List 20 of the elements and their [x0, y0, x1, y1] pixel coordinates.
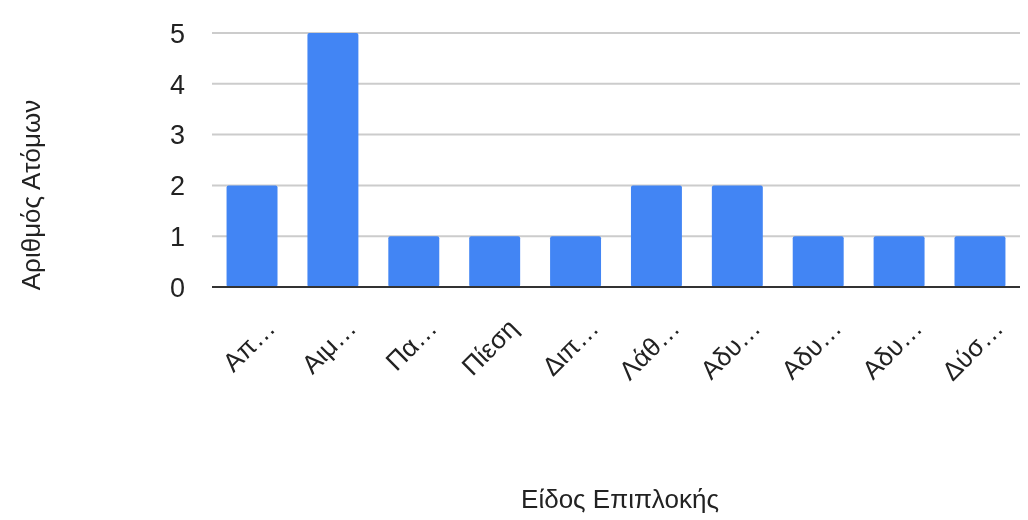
bar	[954, 236, 1006, 287]
bar	[792, 236, 844, 287]
bar	[226, 185, 278, 287]
bar	[873, 236, 925, 287]
y-tick-label: 4	[169, 69, 185, 100]
bar	[711, 185, 763, 287]
y-tick-label: 2	[169, 171, 185, 202]
x-tick-label: Απ…	[216, 312, 282, 378]
bar	[388, 236, 440, 287]
y-tick-label: 0	[169, 272, 185, 303]
bar	[630, 185, 682, 287]
y-tick-label: 3	[169, 120, 185, 151]
y-tick-label: 5	[169, 18, 185, 49]
bar	[550, 236, 602, 287]
bar	[469, 236, 521, 287]
y-axis-title: Αριθμός Ατόμων	[16, 99, 46, 291]
x-axis-title: Είδος Επιπλοκής	[521, 484, 719, 514]
bar	[307, 33, 359, 287]
y-tick-label: 1	[169, 221, 185, 252]
x-tick-label: Πα…	[379, 312, 443, 377]
